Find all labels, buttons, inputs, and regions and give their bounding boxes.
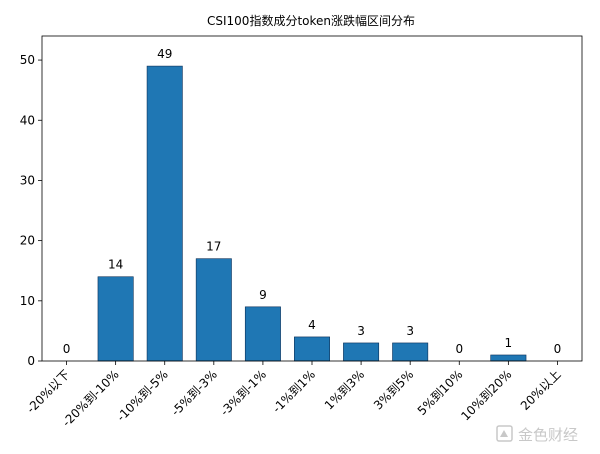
bar-value-label: 9 <box>259 288 267 302</box>
bar <box>244 306 281 362</box>
y-tick-label: 0 <box>27 354 35 368</box>
bar <box>294 336 330 362</box>
bar <box>97 276 134 362</box>
bar-value-label: 17 <box>206 240 221 254</box>
x-tick-label: -5%到-3% <box>168 367 219 418</box>
bar <box>392 342 429 362</box>
bar-value-label: 3 <box>406 324 414 338</box>
chart-title: CSI100指数成分token涨跌幅区间分布 <box>207 13 415 28</box>
bar-value-label: 0 <box>455 342 463 356</box>
bar <box>195 258 232 362</box>
watermark: 金色财经 <box>496 425 578 444</box>
watermark-text: 金色财经 <box>518 426 578 444</box>
bar-value-label: 0 <box>554 342 562 356</box>
y-tick-label: 50 <box>20 53 35 67</box>
bar-value-label: 1 <box>505 336 513 350</box>
y-tick-label: 20 <box>20 234 35 248</box>
y-tick-label: 10 <box>20 294 35 308</box>
plot-frame <box>41 35 583 362</box>
bar-value-label: 14 <box>108 258 123 272</box>
x-tick-label: -20%以下 <box>24 367 73 416</box>
x-tick-label: 20%以上 <box>518 367 564 413</box>
bar-value-label: 4 <box>308 318 316 332</box>
x-tick-label: 1%到3% <box>322 367 367 412</box>
watermark-logo-icon <box>496 425 513 442</box>
x-tick-label: -3%到-1% <box>218 367 269 418</box>
x-tick-label: 3%到5% <box>371 367 416 412</box>
bar <box>490 354 527 362</box>
bar <box>146 65 183 362</box>
x-tick-label: -1%到1% <box>270 367 318 415</box>
x-axis: -20%以下-20%到-10%-10%到-5%-5%到-3%-3%到-1% -1%… <box>24 361 564 429</box>
bar-value-label: 0 <box>63 342 71 356</box>
y-axis: 0 10 20 30 40 50 <box>20 53 42 368</box>
y-tick-label: 30 <box>20 173 35 187</box>
bar-value-label: 49 <box>157 47 172 61</box>
data-labels-group: 0 14 49 17 9 4 3 3 0 1 0 <box>63 47 562 356</box>
bar-value-label: 3 <box>357 324 365 338</box>
y-tick-label: 40 <box>20 113 35 127</box>
x-tick-label: 5%到10% <box>415 367 466 418</box>
bars-group <box>97 65 527 362</box>
x-tick-label: 10%到20% <box>458 367 514 423</box>
bar <box>343 342 380 362</box>
x-tick-label: -10%到-5% <box>114 367 171 424</box>
